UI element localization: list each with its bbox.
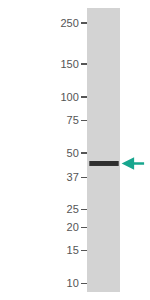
svg-text:25: 25 — [67, 203, 79, 215]
svg-text:250: 250 — [60, 17, 78, 29]
svg-text:10: 10 — [67, 277, 79, 289]
svg-text:75: 75 — [67, 114, 79, 126]
svg-text:20: 20 — [67, 221, 79, 233]
svg-text:37: 37 — [67, 171, 79, 183]
svg-text:150: 150 — [60, 58, 78, 70]
svg-text:100: 100 — [60, 91, 78, 103]
svg-text:50: 50 — [67, 147, 79, 159]
svg-text:15: 15 — [67, 244, 79, 256]
